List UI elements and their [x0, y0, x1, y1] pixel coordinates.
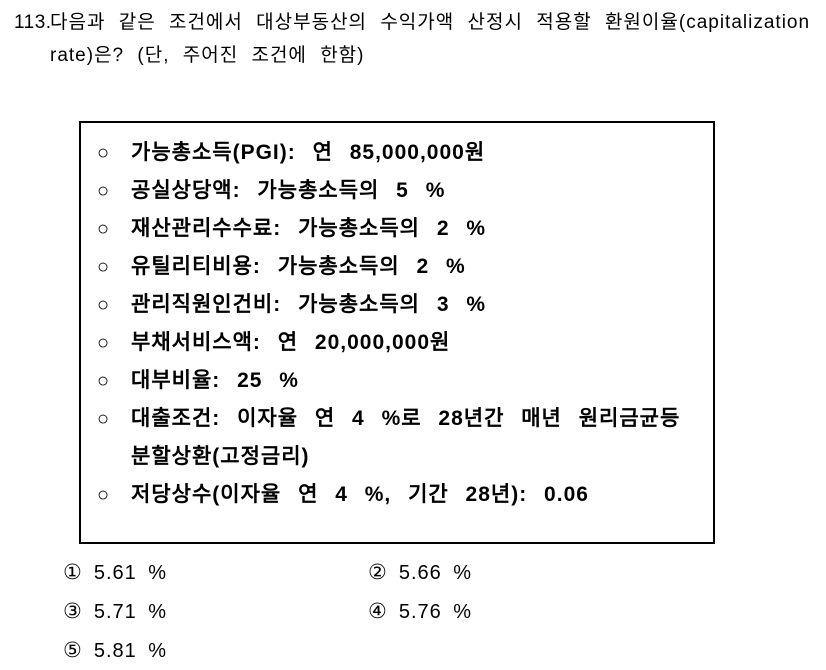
question-number: 113. [14, 12, 52, 33]
condition-text: 대부비율: 25 % [131, 369, 299, 392]
choice-5-circled-number: ⑤ [63, 639, 83, 662]
choice-option-3[interactable]: ③ 5.71 % [63, 597, 368, 627]
condition-item-utility-cost: ○ 유틸리티비용: 가능총소득의 2 % [97, 248, 691, 286]
condition-item-ltv: ○ 대부비율: 25 % [97, 362, 691, 400]
condition-text: 대출조건: 이자율 연 4 %로 28년간 매년 원리금균등분할상환(고정금리) [131, 407, 681, 468]
question-text: 다음과 같은 조건에서 대상부동산의 수익가액 산정시 적용할 환원이율(cap… [50, 12, 811, 66]
answer-choices: ① 5.61 % ② 5.66 % ③ 5.71 % ④ 5.76 % ⑤ 5.… [63, 558, 723, 666]
choice-3-label: 5.71 % [93, 601, 168, 623]
circle-bullet-icon: ○ [97, 218, 111, 240]
choice-option-1[interactable]: ① 5.61 % [63, 558, 368, 588]
choice-option-4[interactable]: ④ 5.76 % [368, 597, 723, 627]
condition-text: 부채서비스액: 연 20,000,000원 [131, 331, 451, 354]
circle-bullet-icon: ○ [97, 180, 111, 202]
circle-bullet-icon: ○ [97, 370, 111, 392]
choice-4-label: 5.76 % [398, 601, 473, 623]
condition-item-staff-cost: ○ 관리직원인건비: 가능총소득의 3 % [97, 286, 691, 324]
choice-1-circled-number: ① [63, 561, 83, 584]
choice-1-label: 5.61 % [93, 562, 168, 584]
condition-item-mortgage-constant: ○ 저당상수(이자율 연 4 %, 기간 28년): 0.06 [97, 476, 691, 514]
circle-bullet-icon: ○ [97, 484, 111, 506]
circle-bullet-icon: ○ [97, 294, 111, 316]
condition-item-loan-terms: ○ 대출조건: 이자율 연 4 %로 28년간 매년 원리금균등분할상환(고정금… [97, 400, 691, 476]
condition-text: 가능총소득(PGI): 연 85,000,000원 [131, 141, 486, 164]
circle-bullet-icon: ○ [97, 408, 111, 430]
condition-item-pgi: ○ 가능총소득(PGI): 연 85,000,000원 [97, 134, 691, 172]
condition-text: 유틸리티비용: 가능총소득의 2 % [131, 255, 466, 278]
choice-option-5[interactable]: ⑤ 5.81 % [63, 636, 368, 666]
choice-5-label: 5.81 % [93, 640, 168, 662]
circle-bullet-icon: ○ [97, 332, 111, 354]
condition-text: 저당상수(이자율 연 4 %, 기간 28년): 0.06 [131, 483, 589, 506]
choice-3-circled-number: ③ [63, 600, 83, 623]
condition-box: ○ 가능총소득(PGI): 연 85,000,000원 ○ 공실상당액: 가능총… [79, 121, 715, 544]
condition-text: 재산관리수수료: 가능총소득의 2 % [131, 217, 487, 240]
choice-4-circled-number: ④ [368, 600, 388, 623]
choice-2-circled-number: ② [368, 561, 388, 584]
question-stem: 113. 다음과 같은 조건에서 대상부동산의 수익가액 산정시 적용할 환원이… [14, 6, 814, 72]
condition-text: 공실상당액: 가능총소득의 5 % [131, 179, 446, 202]
condition-item-debt-service: ○ 부채서비스액: 연 20,000,000원 [97, 324, 691, 362]
choice-option-2[interactable]: ② 5.66 % [368, 558, 723, 588]
condition-text: 관리직원인건비: 가능총소득의 3 % [131, 293, 487, 316]
choice-2-label: 5.66 % [398, 562, 473, 584]
circle-bullet-icon: ○ [97, 142, 111, 164]
condition-item-management-fee: ○ 재산관리수수료: 가능총소득의 2 % [97, 210, 691, 248]
condition-item-vacancy: ○ 공실상당액: 가능총소득의 5 % [97, 172, 691, 210]
circle-bullet-icon: ○ [97, 256, 111, 278]
